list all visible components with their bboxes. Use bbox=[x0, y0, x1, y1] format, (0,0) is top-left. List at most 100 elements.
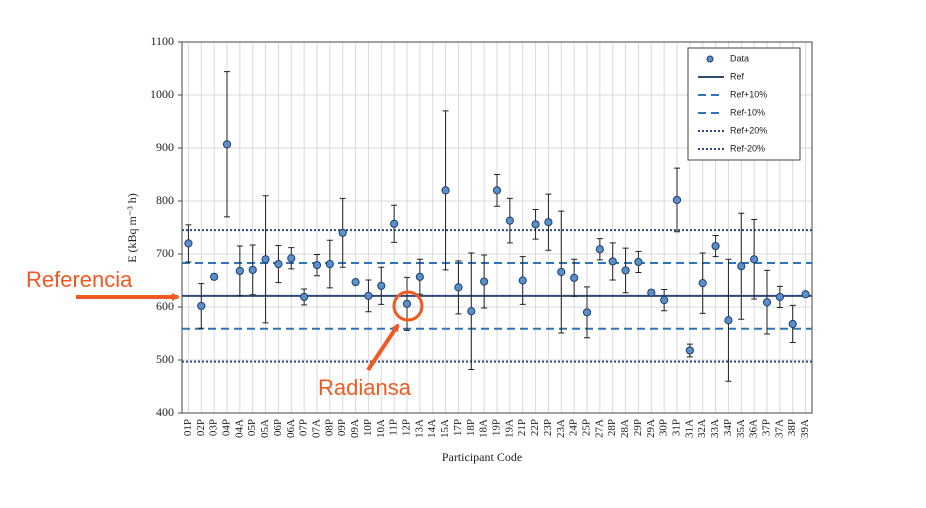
x-axis-label: Participant Code bbox=[442, 450, 522, 464]
x-tick-label: 11P bbox=[388, 419, 400, 436]
x-tick-label: 31P bbox=[671, 419, 683, 436]
annotation: Radiansa bbox=[318, 375, 412, 400]
x-tick-label: 31A bbox=[683, 419, 695, 438]
x-tick-label: 06P bbox=[272, 419, 284, 436]
legend-marker bbox=[706, 55, 714, 63]
data-point bbox=[570, 273, 579, 282]
x-tick-label: 07P bbox=[298, 419, 310, 436]
y-tick-label: 400 bbox=[156, 405, 174, 419]
data-point bbox=[775, 292, 784, 302]
data-point bbox=[415, 272, 424, 281]
y-axis-label: E (kBq m⁻³ h) bbox=[125, 193, 139, 263]
x-tick-label: 38P bbox=[786, 419, 798, 436]
data-point bbox=[325, 259, 334, 269]
data-point bbox=[621, 266, 630, 275]
x-tick-label: 07A bbox=[311, 419, 323, 438]
legend-label: Ref bbox=[730, 71, 745, 81]
data-point bbox=[582, 308, 592, 317]
data-point bbox=[762, 298, 772, 307]
data-point bbox=[480, 277, 489, 286]
x-tick-label: 25P bbox=[581, 419, 593, 436]
x-tick-label: 12P bbox=[401, 419, 413, 436]
data-point bbox=[287, 254, 296, 263]
y-tick-label: 600 bbox=[156, 299, 174, 313]
x-tick-label: 24P bbox=[568, 419, 580, 436]
data-point bbox=[351, 277, 360, 287]
x-tick-label: 15A bbox=[439, 419, 451, 438]
y-tick-label: 1000 bbox=[150, 87, 174, 101]
x-tick-label: 08P bbox=[323, 419, 335, 436]
data-point bbox=[634, 257, 643, 267]
data-point bbox=[750, 255, 759, 264]
x-tick-label: 13A bbox=[413, 419, 425, 438]
x-tick-label: 04A bbox=[233, 419, 245, 438]
data-point bbox=[248, 265, 257, 274]
data-point bbox=[390, 219, 399, 228]
data-point bbox=[531, 220, 540, 229]
plot-frame bbox=[181, 41, 813, 414]
data-point bbox=[402, 299, 412, 308]
x-tick-label: 14A bbox=[426, 419, 438, 438]
x-tick-label: 23P bbox=[542, 419, 554, 436]
data-point bbox=[441, 186, 450, 195]
data-point bbox=[261, 255, 270, 264]
y-tick-label: 700 bbox=[156, 246, 174, 260]
x-tick-label: 01P bbox=[182, 419, 194, 436]
data-point bbox=[724, 316, 733, 325]
data-point bbox=[595, 245, 604, 254]
data-point bbox=[312, 261, 322, 270]
data-point bbox=[338, 228, 347, 237]
data-point bbox=[364, 291, 373, 300]
x-tick-label: 05P bbox=[246, 419, 258, 436]
x-tick-label: 17P bbox=[452, 419, 464, 436]
x-tick-label: 06A bbox=[285, 419, 297, 438]
x-tick-label: 37A bbox=[773, 419, 785, 438]
x-tick-label: 37P bbox=[761, 419, 773, 436]
data-point bbox=[544, 218, 553, 227]
x-tick-label: 09A bbox=[349, 419, 361, 438]
data-point bbox=[788, 319, 797, 329]
x-tick-label: 28A bbox=[619, 419, 631, 438]
data-point bbox=[801, 290, 810, 299]
x-tick-label: 19A bbox=[503, 419, 515, 438]
y-tick-label: 500 bbox=[156, 352, 174, 366]
x-tick-label: 32A bbox=[696, 419, 708, 438]
annotation-arrow bbox=[366, 323, 400, 372]
x-tick-label: 10P bbox=[362, 419, 374, 436]
data-point bbox=[300, 292, 309, 302]
data-point bbox=[672, 195, 682, 205]
x-tick-label: 39A bbox=[799, 419, 811, 438]
data-point bbox=[505, 216, 514, 225]
x-tick-label: 33A bbox=[709, 419, 721, 438]
x-tick-label: 05A bbox=[259, 419, 271, 438]
x-tick-label: 27A bbox=[593, 419, 605, 438]
annotation: Referencia bbox=[26, 267, 133, 292]
x-tick-label: 28P bbox=[606, 419, 618, 436]
x-tick-label: 03P bbox=[208, 419, 220, 436]
data-point bbox=[222, 140, 232, 149]
data-point bbox=[467, 307, 476, 316]
annotation-circle bbox=[392, 290, 424, 322]
x-tick-label: 19P bbox=[491, 419, 503, 436]
x-tick-label: 09P bbox=[336, 419, 348, 436]
data-point bbox=[557, 267, 566, 277]
data-point bbox=[685, 346, 694, 355]
legend-box bbox=[687, 47, 801, 161]
x-tick-label: 18P bbox=[465, 419, 477, 436]
x-tick-label: 34P bbox=[722, 419, 734, 436]
x-tick-label: 21P bbox=[516, 419, 528, 436]
legend-label: Ref-20% bbox=[730, 143, 765, 153]
x-tick-label: 36A bbox=[748, 419, 760, 438]
data-point bbox=[235, 266, 244, 276]
legend-label: Ref+20% bbox=[730, 125, 767, 135]
data-point bbox=[737, 262, 746, 271]
data-point bbox=[184, 239, 193, 248]
data-point bbox=[197, 301, 206, 311]
x-tick-label: 10A bbox=[375, 419, 387, 438]
x-tick-label: 23A bbox=[555, 419, 567, 438]
data-point bbox=[377, 281, 386, 290]
x-tick-label: 29A bbox=[645, 419, 657, 438]
x-tick-label: 30P bbox=[658, 419, 670, 436]
